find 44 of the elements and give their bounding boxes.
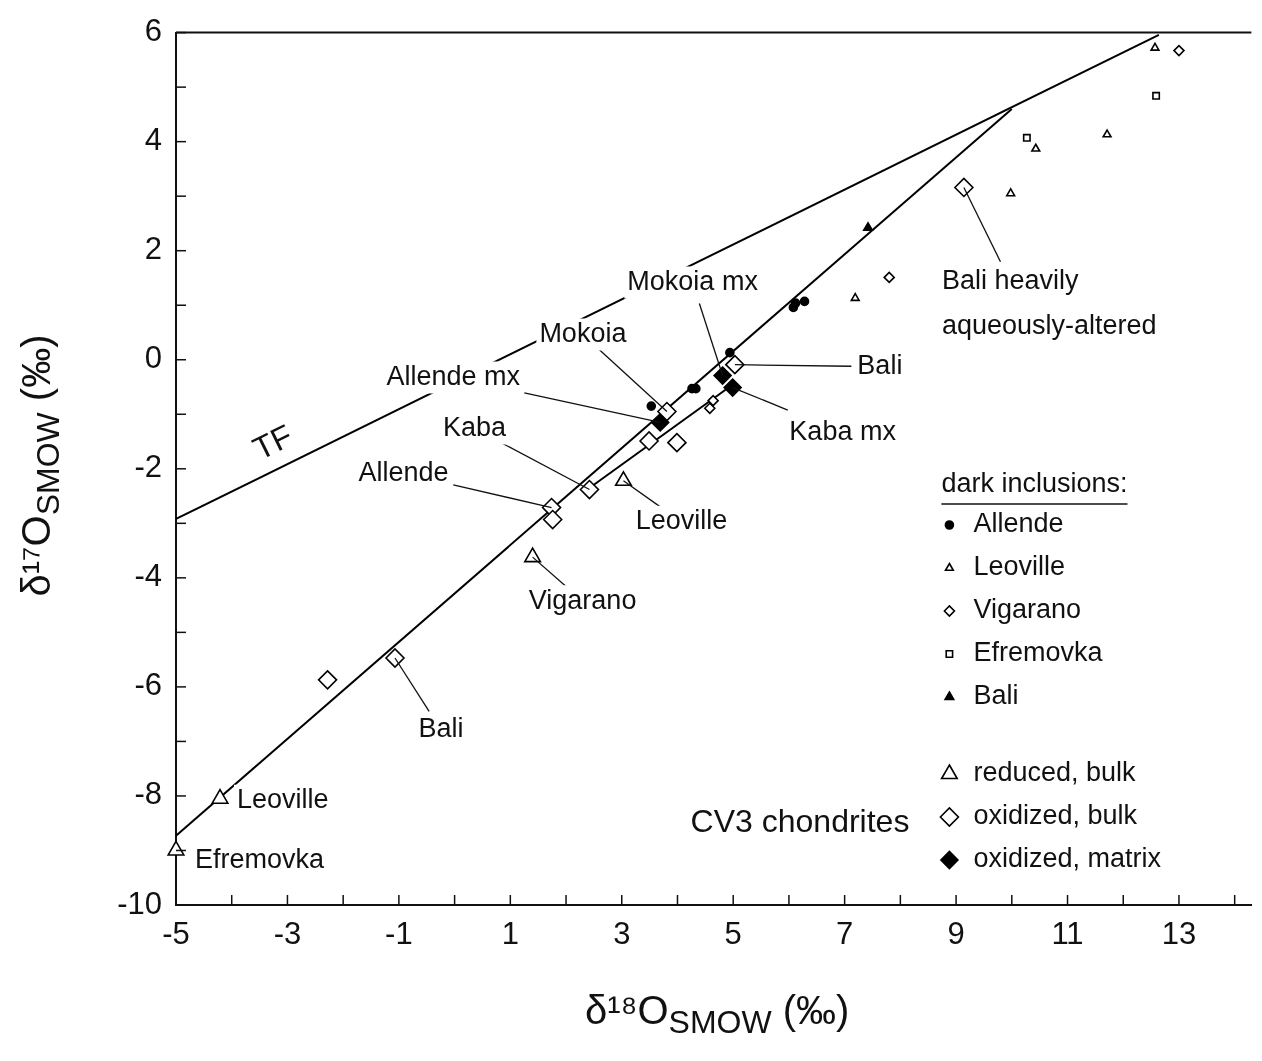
annotation: CV3 chondrites <box>690 802 910 839</box>
y-tick-label: 2 <box>144 231 162 267</box>
y-tick-label: 0 <box>144 340 162 376</box>
x-tick-label: -3 <box>273 916 302 952</box>
legend-label: Vigarano <box>973 594 1081 625</box>
legend-label: oxidized, matrix <box>973 843 1162 874</box>
annotation: Bali <box>418 713 464 744</box>
y-tick-label: -8 <box>134 776 162 812</box>
annotation: Mokoia <box>539 318 628 348</box>
annotation: Vigarano <box>528 584 637 615</box>
text: TF <box>247 417 299 468</box>
x-tick-label: 9 <box>947 916 965 952</box>
legend-label: Allende <box>973 508 1064 539</box>
y-tick-label: 6 <box>144 13 162 49</box>
x-tick-label: 13 <box>1161 916 1197 952</box>
y-tick-label: 4 <box>144 122 162 158</box>
annotation: Bali <box>857 350 903 381</box>
x-tick-label: -1 <box>385 916 413 952</box>
y-tick-label: -4 <box>134 558 162 594</box>
legend-label: Bali <box>973 680 1019 711</box>
legend-title: dark inclusions: <box>941 468 1128 499</box>
x-tick-label: 5 <box>724 916 742 952</box>
annotation: Mokoia mx <box>627 266 759 297</box>
y-tick-label: -10 <box>117 885 162 921</box>
annotation: Allende mx <box>386 360 521 391</box>
x-tick-label: 11 <box>1051 916 1084 952</box>
annotation: Allende <box>358 456 449 487</box>
annotation: Efremovka <box>195 843 326 874</box>
annotation: Bali heavily aqueously-altered <box>941 264 1157 340</box>
annotation: Kaba <box>442 411 507 442</box>
annotation: Kaba mx <box>789 416 897 447</box>
x-tick-label: 7 <box>836 916 854 952</box>
legend-label: reduced, bulk <box>973 757 1137 788</box>
y-tick-label: -2 <box>134 449 162 485</box>
y-tick-label: -6 <box>134 667 162 703</box>
annotation: Leoville <box>635 505 728 536</box>
x-axis-title: δ¹⁸O$_{SMOW}$ (‰) <box>585 988 850 1041</box>
legend-label: oxidized, bulk <box>973 800 1138 831</box>
legend-label: Efremovka <box>973 637 1104 668</box>
x-tick-label: 3 <box>613 916 631 952</box>
x-tick-label: 1 <box>501 916 519 952</box>
legend-label: Leoville <box>973 551 1065 582</box>
x-tick-label: -5 <box>162 916 190 952</box>
annotation: Leoville <box>237 784 329 815</box>
